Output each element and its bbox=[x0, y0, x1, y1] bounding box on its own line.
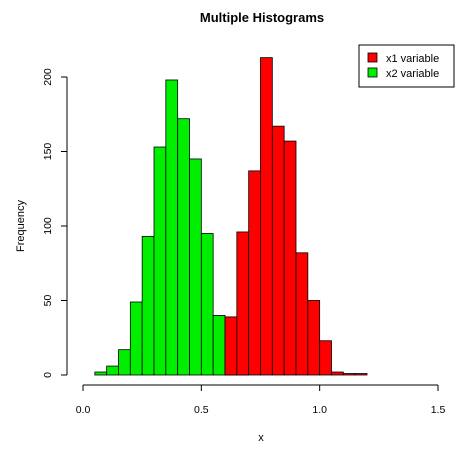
x-axis-label: x bbox=[258, 432, 264, 444]
y-axis-label: Frequency bbox=[15, 200, 27, 252]
y-tick-label: 50 bbox=[42, 295, 54, 307]
x-tick-label: 0.0 bbox=[76, 404, 91, 416]
x2-variable-bar-9 bbox=[200, 233, 214, 376]
y-axis: 0 50 100 150 200 bbox=[42, 68, 68, 378]
x2-variable-bar-5 bbox=[153, 146, 167, 376]
x1-variable-bar-6 bbox=[295, 252, 309, 376]
x1-variable-bar-0 bbox=[224, 316, 238, 376]
legend-label: x2 variable bbox=[386, 68, 439, 80]
y-tick-label: 100 bbox=[42, 217, 54, 235]
legend-box bbox=[358, 44, 455, 88]
legend: x1 variable x2 variable bbox=[358, 44, 455, 88]
x-axis: 0.0 0.5 1.0 1.5 bbox=[76, 384, 446, 416]
legend-label: x1 variable bbox=[386, 53, 439, 65]
x1-variable-bar-7 bbox=[307, 300, 321, 376]
y-tick-label: 0 bbox=[42, 372, 54, 378]
x2-variable-bar-8 bbox=[189, 158, 202, 376]
x1-variable-bar-8 bbox=[319, 340, 332, 376]
x-tick-label: 1.5 bbox=[431, 404, 446, 416]
y-tick-label: 150 bbox=[42, 143, 54, 161]
x1-variable-bar-3 bbox=[260, 57, 273, 376]
x2-variable-bar-2 bbox=[118, 349, 131, 376]
x-tick-label: 0.5 bbox=[194, 404, 209, 416]
x2-variable-bar-7 bbox=[177, 118, 190, 376]
x1-variable-bar-4 bbox=[271, 125, 285, 376]
legend-swatch bbox=[367, 67, 378, 78]
chart-title: Multiple Histograms bbox=[200, 10, 324, 25]
x2-variable-bar-4 bbox=[141, 236, 155, 376]
x2-variable-bar-3 bbox=[129, 301, 143, 376]
x1-variable-bar-5 bbox=[283, 140, 297, 376]
x1-variable-bar-11 bbox=[354, 373, 368, 376]
x1-variable-bar-10 bbox=[342, 373, 356, 376]
x2-variable-bar-1 bbox=[106, 365, 119, 376]
x1-variable-bar-1 bbox=[236, 231, 250, 376]
x1-variable-bar-9 bbox=[331, 371, 344, 376]
x2-variable-bar-10 bbox=[212, 314, 226, 376]
x1-variable-bar-2 bbox=[248, 170, 261, 376]
x2-variable-bar-0 bbox=[94, 371, 108, 376]
y-tick-label: 200 bbox=[42, 68, 54, 86]
x-tick-label: 1.0 bbox=[312, 404, 327, 416]
x2-variable-bar-6 bbox=[165, 79, 179, 376]
legend-swatch bbox=[367, 52, 378, 63]
bars-layer bbox=[94, 57, 368, 376]
